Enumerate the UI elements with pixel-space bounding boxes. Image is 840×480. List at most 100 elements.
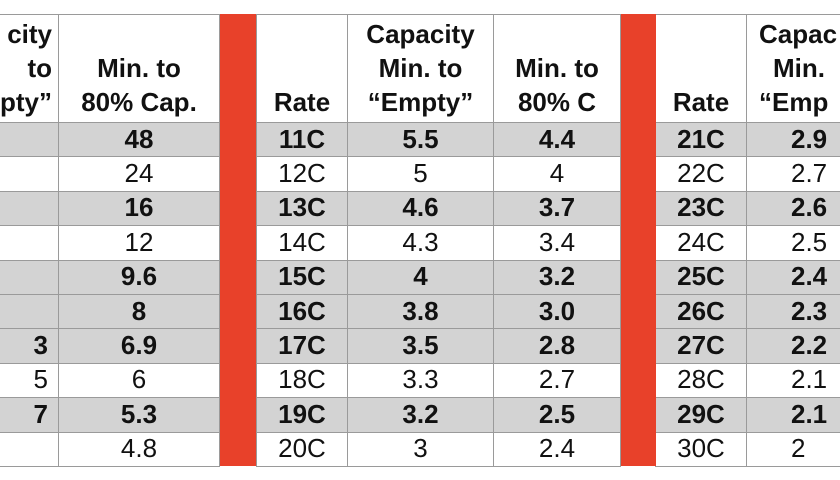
header-capacity-min-to-empty: Capacity Min. to “Empty” [348,14,493,121]
table-cell: 2.1 [791,364,828,395]
grid-hline [256,260,621,261]
table-cell [0,190,58,226]
table-cell: 5 [413,158,428,189]
table-cell: 4 [348,259,493,294]
header-line: Rate [672,87,730,117]
table-cell: 2.6 [747,190,840,226]
table-cell: 15C [257,259,347,294]
header-line: 80% Cap. [81,87,197,117]
grid-hline [256,432,621,433]
table-cell: 4.8 [120,433,158,464]
grid-hline-top [0,14,220,15]
table-cell: 22C [677,158,725,189]
table-cell [0,294,58,329]
grid-vline [620,14,621,466]
table-cell [0,259,58,294]
table-cell: 30C [677,433,725,464]
grid-hline [655,156,840,157]
grid-hline [655,191,840,192]
table-cell [0,432,58,466]
table-cell: 3.8 [348,294,493,329]
table-cell: 4.4 [494,122,620,157]
table-cell: 2.9 [747,122,840,157]
table-cell [0,156,58,190]
header-capacity-partial: Capac Min. “Emp [747,14,840,121]
table-cell: 20C [278,433,326,464]
table-cell: 2.4 [747,259,840,294]
grid-hline [0,225,220,226]
table-cell: 48 [59,122,219,157]
grid-hline [0,191,220,192]
header-line: 80% C [517,87,597,117]
header-line: “Empty” [367,87,474,117]
header-line: to [27,53,52,83]
grid-hline [655,466,840,467]
table-cell: 8 [59,294,219,329]
table-cell: 26C [656,294,746,329]
grid-vline [58,14,59,466]
grid-hline [0,397,220,398]
grid-vline [746,14,747,466]
table-cell [0,122,58,157]
table-cell: 11C [257,122,347,157]
table-cell: 3 [413,433,428,464]
table-cell: 3.2 [494,259,620,294]
grid-vline [219,14,220,466]
table-cell: 2.2 [747,328,840,363]
table-cell: 2.8 [494,328,620,363]
table-cell: 3 [0,328,58,363]
table-cell: 12C [278,158,326,189]
grid-hline [256,328,621,329]
header-line: Capacity [366,19,475,49]
grid-hline [256,466,621,467]
table-cell: 6.9 [59,328,219,363]
header-min-to-80-cap: Min. to 80% Cap. [59,14,219,121]
table-cell: 17C [257,328,347,363]
table-cell: 14C [278,226,326,257]
column-separator-right [621,14,656,466]
table-cell: 12 [124,226,154,257]
grid-hline [655,397,840,398]
table-cell: 9.6 [59,259,219,294]
grid-hline [0,363,220,364]
table-cell: 24C [677,226,725,257]
table-cell: 21C [656,122,746,157]
grid-hline [256,191,621,192]
header-line: Min. to [515,53,599,83]
table-cell: 25C [656,259,746,294]
table-cell: 3.4 [538,226,576,257]
table-cell: 3.5 [348,328,493,363]
table-cell: 19C [257,397,347,432]
grid-hline [655,328,840,329]
table-cell: 2.3 [747,294,840,329]
grid-hline-top [655,14,840,15]
grid-hline [256,156,621,157]
table-cell: 6 [131,364,147,395]
table-cell: 3.3 [402,364,439,395]
table-cell: 2.4 [538,433,576,464]
table-cell: 28C [677,364,725,395]
table-cell: 3.7 [494,190,620,226]
grid-hline [655,225,840,226]
header-line: Capac [759,19,838,49]
grid-hline [655,363,840,364]
header-min-to-80-cap: Min. to 80% C [494,14,620,121]
grid-hline [0,432,220,433]
table-cell: 2.5 [791,226,828,257]
table-cell: 2.1 [747,397,840,432]
grid-hline [655,122,840,123]
header-line: Min. to [378,53,463,83]
table-cell: 2.7 [538,364,576,395]
table-cell: 5.5 [348,122,493,157]
table-cell [0,225,58,259]
table-cell: 4.6 [348,190,493,226]
table-cell: 23C [656,190,746,226]
grid-vline [256,14,257,466]
table-cell: 24 [124,158,154,189]
grid-hline [256,363,621,364]
header-rate: Rate [656,14,746,121]
table-cell: 3.2 [348,397,493,432]
table-cell: 5.3 [59,397,219,432]
table-cell: 3.0 [494,294,620,329]
